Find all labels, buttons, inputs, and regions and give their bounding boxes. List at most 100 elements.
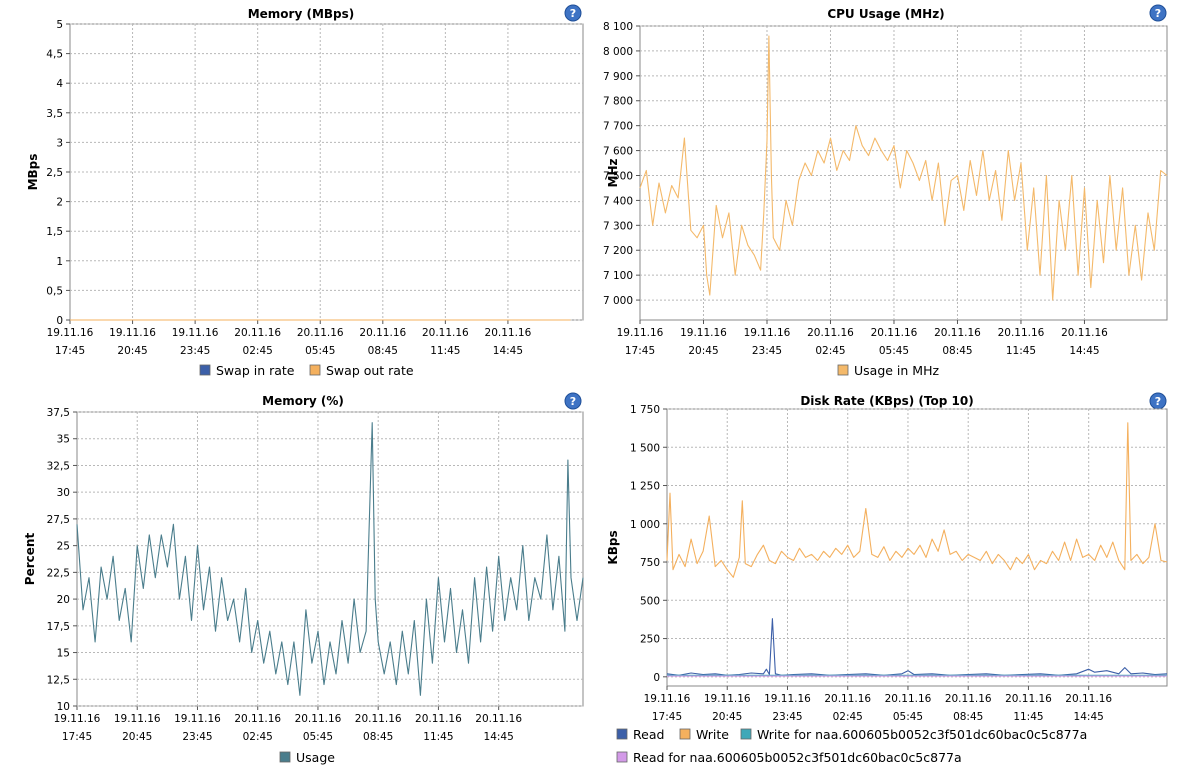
legend-label[interactable]: Write — [696, 727, 729, 742]
help-icon-circle[interactable] — [564, 392, 582, 410]
y-tick-label: 35 — [57, 434, 70, 446]
legend-item[interactable]: Swap out rate — [309, 363, 414, 378]
x-tick-label: 19.11.16 — [617, 327, 664, 339]
chart-cpu-mhz: CPU Usage (MHz) ? 19.11.16 17:45 19.11.16 20:… — [603, 4, 1168, 378]
x-tick-label: 17:45 — [652, 711, 682, 723]
y-tick-label: 7 600 — [603, 146, 633, 158]
help-icon-glyph[interactable]: ? — [1155, 395, 1161, 408]
x-tick-label: 20.11.16 — [807, 327, 854, 339]
y-axis-label: MHz — [606, 159, 620, 188]
help-icon-circle[interactable] — [1149, 4, 1167, 22]
x-tick-label: 02:45 — [833, 711, 863, 723]
x-tick-label: 20.11.16 — [934, 327, 981, 339]
legend-item[interactable]: Swap in rate — [199, 363, 295, 378]
x-tick-label: 23:45 — [180, 345, 210, 357]
x-tick-label: 20.11.16 — [885, 693, 932, 705]
x-tick-label: 02:45 — [815, 345, 845, 357]
y-tick-label: 17,5 — [47, 621, 70, 633]
y-tick-label: 7 200 — [603, 245, 633, 257]
y-tick-label: 32,5 — [47, 460, 70, 472]
legend-item[interactable]: Read for naa.600605b0052c3f501dc60bac0c5… — [616, 750, 962, 765]
x-tick-label: 20.11.16 — [234, 327, 281, 339]
y-axis-label: Percent — [23, 533, 37, 586]
chart-title: Disk Rate (KBps) (Top 10) — [800, 394, 973, 408]
x-tick-label: 20.11.16 — [297, 327, 344, 339]
x-tick-label: 05:45 — [879, 345, 909, 357]
y-axis-label: MBps — [26, 154, 40, 191]
x-tick-label: 19.11.16 — [644, 693, 691, 705]
legend-swatch[interactable] — [616, 751, 628, 763]
legend-swatch[interactable] — [740, 728, 752, 740]
help-icon-glyph[interactable]: ? — [570, 7, 576, 20]
y-tick-label: 7 300 — [603, 220, 633, 232]
legend-item[interactable]: Write — [679, 727, 729, 742]
x-tick-label: 20.11.16 — [295, 713, 342, 725]
chart-title: Memory (MBps) — [248, 7, 355, 21]
legend-swatch[interactable] — [279, 751, 291, 763]
x-tick-label: 11:45 — [1006, 345, 1036, 357]
legend-label[interactable]: Read — [633, 727, 664, 742]
x-tick-label: 05:45 — [303, 731, 333, 743]
chart-disk-rate: Disk Rate (KBps) (Top 10) ? 19.11.16 17:45 1… — [606, 392, 1168, 765]
x-tick-label: 23:45 — [772, 711, 802, 723]
y-tick-label: 10 — [57, 701, 70, 713]
x-tick-label: 20.11.16 — [998, 327, 1045, 339]
help-icon[interactable]: ? — [564, 4, 582, 22]
x-tick-label: 19.11.16 — [172, 327, 219, 339]
x-tick-label: 08:45 — [942, 345, 972, 357]
y-tick-label: 1,5 — [46, 226, 63, 238]
x-tick-label: 20.11.16 — [1005, 693, 1052, 705]
help-icon[interactable]: ? — [1149, 392, 1167, 410]
help-icon[interactable]: ? — [1149, 4, 1167, 22]
help-icon-glyph[interactable]: ? — [1155, 7, 1161, 20]
x-tick-label: 20:45 — [712, 711, 742, 723]
help-icon[interactable]: ? — [564, 392, 582, 410]
x-tick-label: 14:45 — [1074, 711, 1104, 723]
y-tick-label: 7 000 — [603, 295, 633, 307]
x-tick-label: 19.11.16 — [744, 327, 791, 339]
chart-mem-pct: Memory (%) ? 19.11.16 17:45 19.11.16 20:45 19.… — [23, 392, 584, 765]
legend-item[interactable]: Usage — [279, 750, 335, 765]
legend-label[interactable]: Usage in MHz — [854, 363, 939, 378]
y-axis-label: KBps — [606, 530, 620, 564]
x-tick-label: 20.11.16 — [945, 693, 992, 705]
x-tick-label: 11:45 — [1013, 711, 1043, 723]
x-tick-label: 17:45 — [62, 731, 92, 743]
y-tick-label: 750 — [640, 557, 660, 569]
y-tick-label: 8 100 — [603, 21, 633, 33]
legend-label[interactable]: Usage — [296, 750, 335, 765]
legend-swatch[interactable] — [199, 364, 211, 376]
legend-item[interactable]: Read — [616, 727, 664, 742]
legend-label[interactable]: Swap in rate — [216, 363, 295, 378]
legend-label[interactable]: Swap out rate — [326, 363, 414, 378]
y-tick-label: 25 — [57, 541, 70, 553]
y-tick-label: 7 400 — [603, 195, 633, 207]
legend-label[interactable]: Write for naa.600605b0052c3f501dc60bac0c… — [757, 727, 1087, 742]
y-tick-label: 7 500 — [603, 170, 633, 182]
y-tick-label: 37,5 — [47, 407, 70, 419]
help-icon-glyph[interactable]: ? — [570, 395, 576, 408]
y-tick-label: 1 750 — [630, 404, 660, 416]
x-tick-label: 11:45 — [430, 345, 460, 357]
series-line-0 — [76, 422, 584, 696]
y-tick-label: 4 — [56, 78, 63, 90]
help-icon-circle[interactable] — [564, 4, 582, 22]
y-tick-label: 1 000 — [630, 519, 660, 531]
legend-item[interactable]: Write for naa.600605b0052c3f501dc60bac0c… — [740, 727, 1087, 742]
legend-item[interactable]: Usage in MHz — [837, 363, 939, 378]
y-tick-label: 0 — [653, 672, 660, 684]
x-tick-label: 20.11.16 — [824, 693, 871, 705]
x-tick-label: 20:45 — [117, 345, 147, 357]
y-tick-label: 12,5 — [47, 674, 70, 686]
chart-title: CPU Usage (MHz) — [827, 7, 944, 21]
legend-label[interactable]: Read for naa.600605b0052c3f501dc60bac0c5… — [633, 750, 962, 765]
x-tick-label: 05:45 — [305, 345, 335, 357]
y-tick-label: 7 900 — [603, 71, 633, 83]
legend-swatch[interactable] — [679, 728, 691, 740]
y-tick-label: 250 — [640, 634, 660, 646]
legend-swatch[interactable] — [837, 364, 849, 376]
legend-swatch[interactable] — [309, 364, 321, 376]
x-tick-label: 20.11.16 — [475, 713, 522, 725]
legend-swatch[interactable] — [616, 728, 628, 740]
